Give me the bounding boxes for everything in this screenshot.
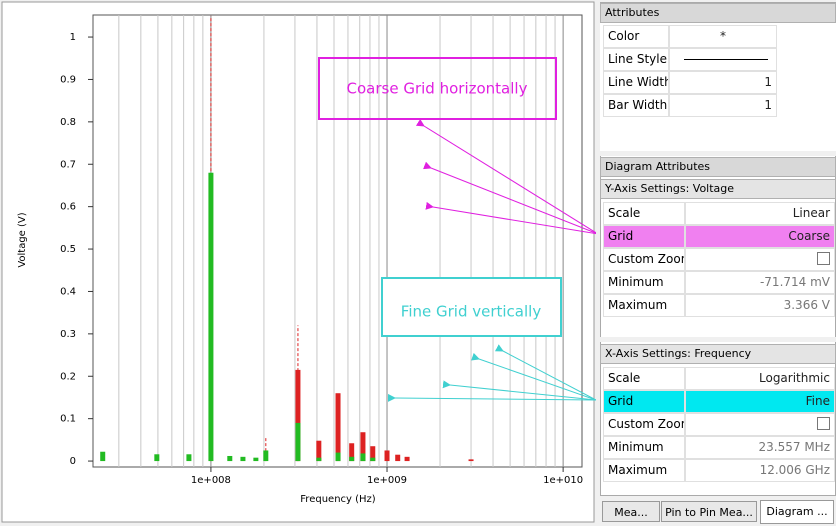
checkbox[interactable] [817,252,830,265]
x-tick-label: 1e+008 [191,475,231,486]
annotation-box [318,57,557,120]
bar [208,172,214,462]
bar [186,454,192,462]
tab[interactable]: Pin to Pin Mea... [661,501,757,522]
row-value: 1 [669,94,777,117]
checkbox[interactable] [817,417,830,430]
bar [360,453,366,462]
row-label: Color [603,25,669,48]
bar [404,456,410,462]
row-value [669,48,777,71]
row-value [685,248,835,271]
y-tick-label: 0.6 [60,202,76,213]
row-value: * [669,25,777,48]
row-value: Linear [685,202,835,225]
bar [263,450,269,462]
bar [154,454,160,462]
row-label: Custom Zoom [603,248,685,271]
bar [370,446,376,462]
row-value: 23.557 MHz [685,436,835,459]
plot-area [92,14,583,468]
bar [349,443,355,462]
row-value: Logarithmic [685,367,835,390]
tab[interactable]: Mea... [602,501,660,522]
row-label: Minimum [603,271,685,294]
bar [316,457,322,462]
row-label: Maximum [603,294,685,317]
chart: Voltage (V) Frequency (Hz) 1e+008 1e+009 1… [1,1,596,523]
row-value: Fine [685,390,835,413]
x-axis-label: Frequency (Hz) [300,494,376,505]
gap [600,337,836,342]
bar [316,440,322,462]
row-value: 1 [669,71,777,94]
panel-header: Diagram Attributes [600,157,836,177]
y-tick-label: 0.4 [60,286,76,297]
y-tick-label: 0.1 [60,414,76,425]
annotation: Fine Grid vertically [401,303,542,321]
row-value: Coarse [685,225,835,248]
y-axis-label: Voltage (V) [17,212,28,267]
line-style-sample [684,59,768,60]
bar [335,452,341,462]
annotation-box [381,277,562,337]
row-label: Maximum [603,459,685,482]
bar [335,393,341,462]
x-tick-label: 1e+010 [543,475,583,486]
bar [295,422,301,462]
row-label: Grid [603,390,685,413]
y-tick-label: 0.2 [60,371,76,382]
y-tick-label: 0.5 [60,244,76,255]
row-label: Scale [603,367,685,390]
section-header: Y-Axis Settings: Voltage [600,179,836,199]
y-tick-label: 0 [70,456,76,467]
bar [295,369,301,462]
bar [227,455,233,462]
bar [240,456,246,462]
row-value [685,413,835,436]
y-tick-label: 0.9 [60,74,76,85]
row-label: Line Style [603,48,669,71]
row-value: 3.366 V [685,294,835,317]
row-label: Minimum [603,436,685,459]
row-label: Bar Width [603,94,669,117]
row-label: Grid [603,225,685,248]
y-tick-label: 0.8 [60,117,76,128]
panel-header: Attributes [600,3,836,23]
row-label: Scale [603,202,685,225]
x-tick-label: 1e+009 [367,475,407,486]
bar [100,451,106,462]
gap [600,151,836,156]
bar [349,456,355,462]
bar [360,432,366,462]
arrows [387,344,596,402]
bar [384,450,390,462]
row-label: Custom Zoom [603,413,685,436]
bar [468,459,474,462]
y-tick-label: 1 [70,32,76,43]
annotation: Coarse Grid horizontally [347,80,528,98]
y-tick-label: 0.3 [60,329,76,340]
y-tick-label: 0.7 [60,159,76,170]
row-value: -71.714 mV [685,271,835,294]
arrows [415,118,596,235]
bar [370,457,376,462]
row-label: Line Width [603,71,669,94]
tab[interactable]: Diagram ... [760,500,834,524]
row-value: 12.006 GHz [685,459,835,482]
bar [395,454,401,462]
section-header: X-Axis Settings: Frequency [600,344,836,364]
bar [253,457,259,462]
